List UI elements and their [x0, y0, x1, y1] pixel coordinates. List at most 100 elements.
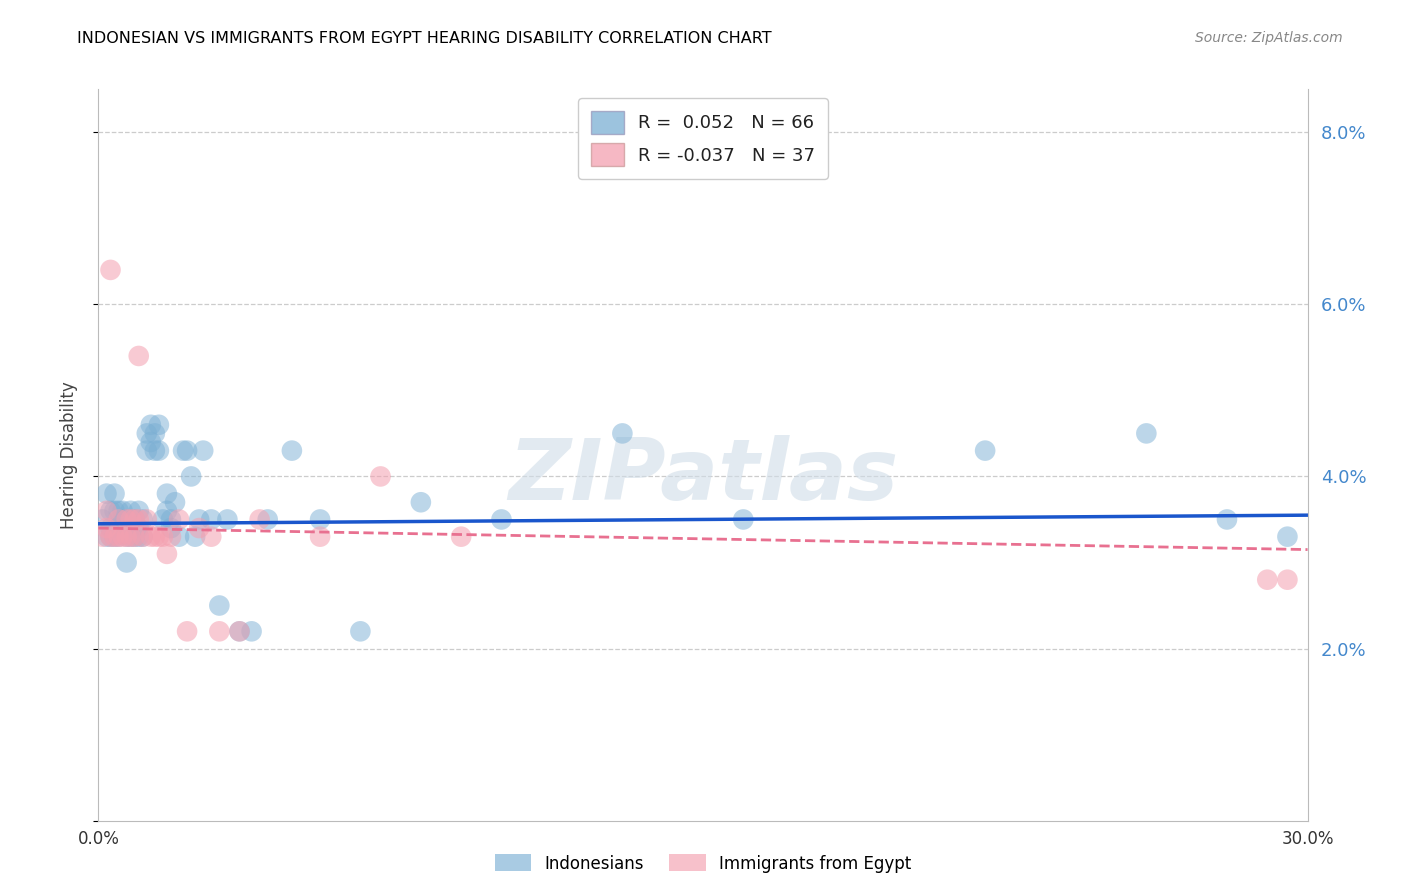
Point [100, 263, 122, 277]
Text: INDONESIAN VS IMMIGRANTS FROM EGYPT HEARING DISABILITY CORRELATION CHART: INDONESIAN VS IMMIGRANTS FROM EGYPT HEAR… [77, 31, 772, 46]
Point [103, 486, 125, 500]
Point [115, 530, 138, 544]
Point [128, 349, 150, 363]
Point [91, 530, 114, 544]
Point [228, 624, 250, 639]
Point [172, 443, 194, 458]
Point [111, 530, 134, 544]
Point [132, 530, 155, 544]
Point [1256, 573, 1278, 587]
Point [163, 495, 186, 509]
Point [135, 512, 157, 526]
Point [240, 624, 263, 639]
Point [281, 443, 304, 458]
Point [128, 504, 150, 518]
Text: ZIPatlas: ZIPatlas [508, 435, 898, 518]
Point [132, 512, 155, 526]
Point [124, 512, 146, 526]
Point [124, 512, 146, 526]
Point [139, 530, 162, 544]
Point [160, 530, 183, 544]
Point [167, 512, 190, 526]
Point [107, 512, 129, 526]
Point [107, 530, 129, 544]
Point [115, 512, 138, 526]
Point [156, 504, 179, 518]
Point [612, 426, 634, 441]
Point [100, 521, 122, 535]
Point [124, 530, 146, 544]
Point [188, 521, 211, 535]
Point [156, 547, 179, 561]
Point [111, 504, 134, 518]
Point [200, 512, 222, 526]
Point [143, 426, 166, 441]
Point [132, 530, 155, 544]
Point [103, 504, 125, 518]
Point [200, 530, 222, 544]
Legend: Indonesians, Immigrants from Egypt: Indonesians, Immigrants from Egypt [488, 847, 918, 880]
Point [160, 521, 183, 535]
Point [139, 435, 162, 450]
Point [143, 530, 166, 544]
Point [349, 624, 371, 639]
Point [115, 556, 138, 570]
Point [111, 512, 134, 526]
Point [135, 443, 157, 458]
Point [974, 443, 997, 458]
Point [450, 530, 472, 544]
Point [96, 504, 118, 518]
Point [180, 469, 202, 483]
Legend: R =  0.052   N = 66, R = -0.037   N = 37: R = 0.052 N = 66, R = -0.037 N = 37 [578, 98, 828, 179]
Point [193, 443, 215, 458]
Point [370, 469, 392, 483]
Point [128, 521, 150, 535]
Point [128, 512, 150, 526]
Point [491, 512, 513, 526]
Point [120, 512, 142, 526]
Point [91, 512, 114, 526]
Point [139, 417, 162, 432]
Point [107, 504, 129, 518]
Point [115, 512, 138, 526]
Point [152, 512, 174, 526]
Point [208, 624, 231, 639]
Point [148, 417, 170, 432]
Point [228, 624, 250, 639]
Point [176, 443, 198, 458]
Point [176, 624, 198, 639]
Point [160, 512, 183, 526]
Point [100, 530, 122, 544]
Point [733, 512, 755, 526]
Point [188, 512, 211, 526]
Point [96, 530, 118, 544]
Point [148, 530, 170, 544]
Point [208, 599, 231, 613]
Point [156, 486, 179, 500]
Point [409, 495, 432, 509]
Point [152, 530, 174, 544]
Point [111, 521, 134, 535]
Point [120, 521, 142, 535]
Point [103, 530, 125, 544]
Point [115, 530, 138, 544]
Point [103, 530, 125, 544]
Point [249, 512, 271, 526]
Point [107, 530, 129, 544]
Point [1135, 426, 1157, 441]
Y-axis label: Hearing Disability: Hearing Disability [59, 381, 77, 529]
Point [148, 443, 170, 458]
Point [100, 530, 122, 544]
Point [124, 530, 146, 544]
Point [217, 512, 239, 526]
Point [100, 504, 122, 518]
Point [96, 486, 118, 500]
Point [184, 530, 207, 544]
Point [1277, 530, 1299, 544]
Text: Source: ZipAtlas.com: Source: ZipAtlas.com [1195, 31, 1343, 45]
Point [167, 530, 190, 544]
Point [256, 512, 278, 526]
Point [120, 530, 142, 544]
Point [120, 504, 142, 518]
Point [309, 512, 332, 526]
